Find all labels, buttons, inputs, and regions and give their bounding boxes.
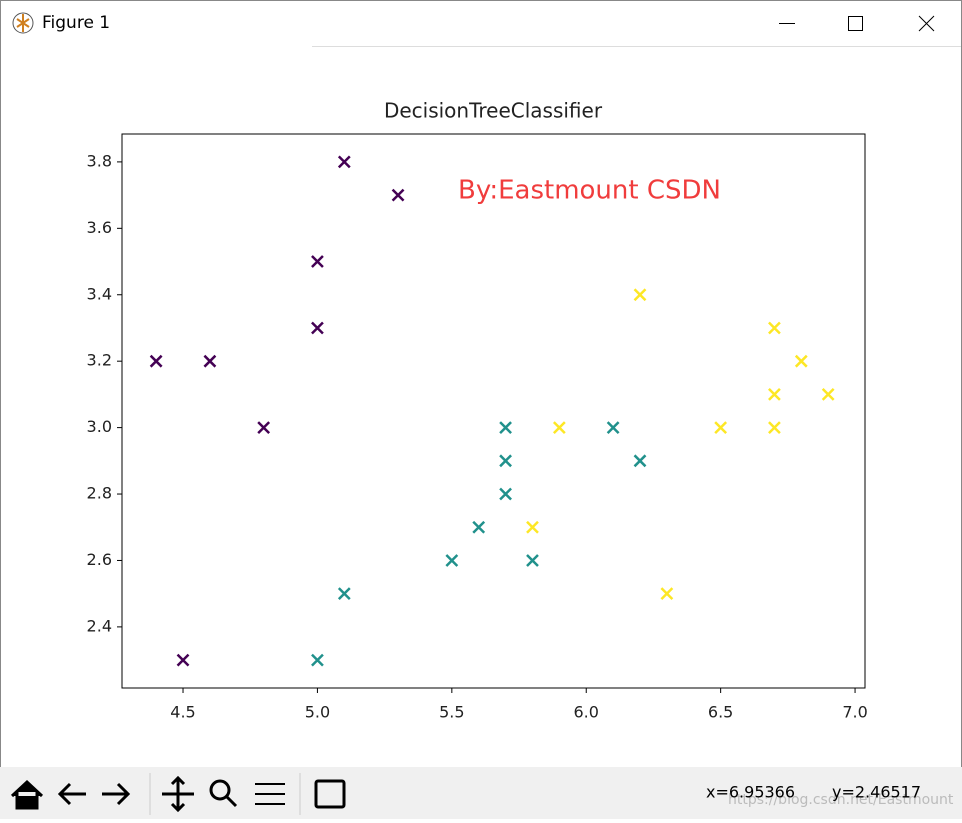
scatter-point [768,321,781,335]
plot-frame [121,133,866,689]
configure-button[interactable] [255,783,285,805]
maximize-button[interactable] [848,16,863,31]
scatter-point [633,288,647,302]
scatter-point [606,421,620,434]
scatter-point [768,421,781,434]
toolbar [0,767,962,819]
y-tick-label: 3.0 [87,417,112,436]
window-title: Figure 1 [42,13,110,33]
scatter-point [526,554,539,567]
scatter-point [203,354,217,368]
scatter-point [311,255,324,268]
scatter-point [337,587,351,601]
save-button[interactable] [314,779,346,809]
forward-button[interactable] [102,782,131,806]
zoom-button[interactable] [209,779,238,808]
scatter-point [337,155,351,169]
scatter-point [526,520,539,534]
x-tick-label: 5.0 [305,703,330,722]
x-tick-label: 5.5 [439,703,464,722]
status-x: x=6.95366 [706,783,795,802]
y-tick-label: 2.4 [87,616,112,635]
scatter-point [499,487,512,501]
chart-title: DecisionTreeClassifier [384,99,603,123]
scatter-point [311,653,324,667]
x-tick-label: 7.0 [842,703,867,722]
scatter-point [149,354,163,368]
scatter-point [445,554,459,567]
back-button[interactable] [57,782,86,806]
pan-button[interactable] [162,775,194,813]
x-tick-label: 6.5 [708,703,733,722]
scatter-point [176,653,190,667]
scatter-point [499,421,512,434]
watermark: https://blog.csdn.net/Eastmount [728,792,954,808]
x-tick-label: 4.5 [170,703,195,722]
status-y: y=2.46517 [832,783,921,802]
x-tick-label: 6.0 [574,703,599,722]
scatter-point [552,421,566,434]
y-tick-label: 2.6 [87,550,112,569]
y-tick-label: 3.8 [87,151,112,170]
close-button[interactable] [918,15,935,32]
annotation: By:Eastmount CSDN [458,176,721,206]
scatter-point [821,388,835,401]
app-icon-glyph [16,14,30,32]
home-button[interactable] [8,774,46,814]
scatter-point [472,520,486,534]
y-tick-label: 2.8 [87,484,112,503]
scatter-point [633,454,647,468]
scatter-point [311,321,324,335]
y-tick-label: 3.6 [87,218,112,237]
scatter-point [660,587,674,601]
scatter-point [257,421,271,434]
y-tick-label: 3.4 [87,284,112,303]
y-tick-label: 3.2 [87,351,112,370]
scatter-point [391,188,405,202]
scatter-point [768,388,781,401]
scatter-point [499,454,512,468]
scatter-point [714,421,728,434]
scatter-point [794,354,808,368]
